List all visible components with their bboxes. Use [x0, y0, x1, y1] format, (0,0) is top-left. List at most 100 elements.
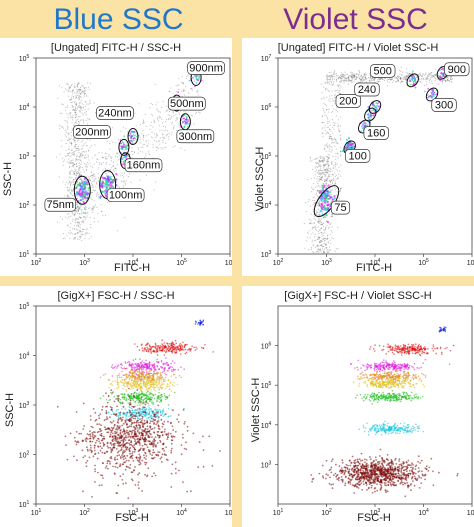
event-dot	[173, 391, 176, 394]
event-dot	[117, 415, 120, 417]
event-dot	[323, 203, 325, 205]
event-dot	[371, 77, 374, 79]
event-dot	[411, 72, 413, 74]
event-dot	[84, 203, 86, 205]
event-dot	[80, 93, 82, 95]
event-dot	[144, 384, 146, 386]
population-label-box	[96, 106, 134, 120]
event-dot	[70, 99, 72, 101]
event-dot	[320, 178, 323, 180]
event-dot	[67, 190, 69, 192]
event-dot	[182, 83, 184, 85]
event-dot	[311, 160, 313, 162]
event-dot	[181, 348, 184, 351]
event-dot	[340, 151, 342, 153]
event-dot	[335, 76, 337, 78]
event-dot	[87, 211, 89, 213]
event-dot	[339, 125, 342, 127]
event-dot	[317, 165, 319, 167]
event-dot	[85, 179, 87, 181]
y-tick-label: 102	[19, 201, 30, 210]
event-dot	[82, 114, 84, 116]
event-dot	[144, 397, 147, 400]
event-dot	[78, 105, 80, 107]
event-dot	[315, 228, 317, 231]
event-dot	[96, 195, 98, 197]
event-dot	[326, 250, 328, 252]
event-dot	[327, 234, 329, 236]
event-dot	[363, 126, 366, 128]
event-dot	[318, 213, 320, 215]
event-dot	[374, 78, 376, 80]
event-dot	[431, 80, 433, 82]
event-dot	[116, 381, 119, 383]
event-dot	[318, 204, 321, 207]
event-dot	[85, 111, 87, 113]
event-dot	[328, 129, 331, 131]
event-dot	[343, 73, 345, 75]
event-dot	[325, 226, 327, 228]
event-dot	[447, 80, 449, 82]
event-dot	[326, 177, 328, 179]
event-dot	[165, 135, 167, 137]
event-dot	[145, 461, 148, 464]
event-dot	[354, 75, 356, 77]
event-dot	[175, 114, 177, 116]
event-dot	[148, 366, 150, 368]
event-dot	[321, 218, 323, 220]
event-dot	[319, 160, 322, 162]
event-dot	[83, 122, 85, 124]
event-dot	[328, 99, 330, 101]
event-dot	[148, 152, 150, 154]
event-dot	[330, 80, 332, 82]
event-dot	[113, 395, 116, 398]
event-dot	[87, 156, 89, 158]
event-dot	[329, 181, 331, 183]
event-dot	[93, 181, 95, 183]
event-dot	[109, 398, 111, 401]
event-dot	[61, 218, 63, 220]
event-dot	[388, 78, 390, 80]
event-dot	[122, 163, 124, 166]
event-dot	[85, 156, 87, 158]
event-dot	[330, 76, 332, 78]
event-dot	[326, 179, 328, 181]
event-dot	[160, 379, 163, 382]
event-dot	[108, 180, 111, 183]
event-dot	[144, 113, 146, 115]
event-dot	[71, 149, 73, 151]
event-dot	[70, 91, 72, 93]
event-dot	[86, 166, 88, 168]
event-dot	[80, 217, 82, 219]
event-dot	[158, 115, 160, 117]
event-dot	[96, 206, 98, 208]
event-dot	[170, 390, 173, 392]
event-dot	[74, 228, 76, 230]
event-dot	[77, 209, 79, 211]
event-dot	[87, 196, 89, 198]
event-dot	[133, 151, 135, 153]
event-dot	[127, 459, 130, 462]
event-dot	[84, 101, 86, 103]
event-dot	[334, 181, 336, 183]
event-dot	[426, 77, 429, 79]
event-dot	[335, 142, 337, 144]
event-dot	[116, 164, 119, 166]
event-dot	[443, 79, 445, 81]
event-dot	[129, 377, 131, 380]
event-dot	[122, 384, 125, 387]
event-dot	[79, 96, 81, 98]
event-dot	[68, 158, 70, 160]
event-dot	[332, 126, 334, 128]
event-dot	[157, 386, 159, 389]
event-dot	[77, 94, 79, 96]
event-dot	[340, 116, 342, 118]
event-dot	[130, 407, 133, 410]
plot-frame	[35, 305, 231, 505]
event-dot	[333, 183, 335, 185]
event-dot	[143, 134, 145, 137]
event-dot	[318, 196, 320, 198]
event-dot	[109, 148, 111, 150]
event-dot	[75, 102, 77, 104]
event-dot	[138, 391, 141, 393]
